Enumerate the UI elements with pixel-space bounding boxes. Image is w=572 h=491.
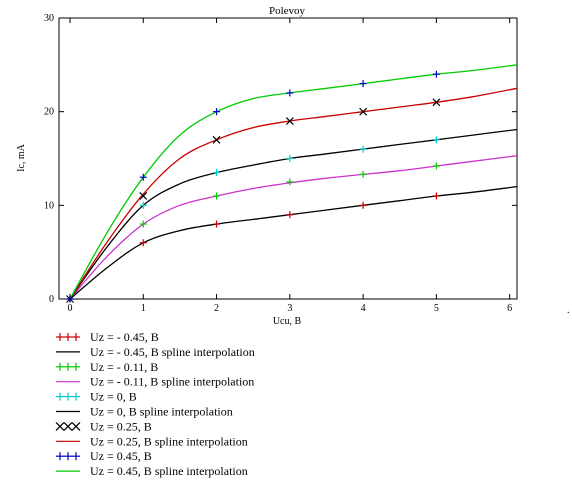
legend-label: Uz = 0.25, B bbox=[90, 419, 152, 433]
data-point bbox=[213, 192, 221, 200]
legend-label: Uz = 0.25, B spline interpolation bbox=[90, 434, 248, 448]
data-point bbox=[286, 211, 294, 219]
data-point bbox=[359, 201, 367, 209]
plus-marker bbox=[72, 362, 80, 371]
plus-marker bbox=[56, 452, 64, 461]
x-tick-label: 4 bbox=[361, 303, 366, 314]
plot-frame bbox=[58, 17, 518, 300]
series-points-6 bbox=[66, 98, 441, 303]
plus-marker bbox=[64, 333, 72, 341]
legend: Uz = - 0.45, BUz = - 0.45, B spline inte… bbox=[55, 330, 255, 478]
data-point bbox=[359, 107, 368, 116]
data-point bbox=[66, 295, 74, 303]
x-tick-label: 0 bbox=[67, 303, 72, 314]
data-point bbox=[432, 162, 440, 170]
data-point bbox=[213, 169, 221, 177]
data-point bbox=[432, 70, 440, 78]
data-point bbox=[213, 220, 221, 228]
data-point bbox=[432, 192, 440, 200]
legend-item: Uz = - 0.45, B bbox=[56, 330, 159, 344]
legend-item: Uz = 0, B bbox=[56, 390, 137, 404]
data-point bbox=[139, 201, 147, 209]
data-point bbox=[359, 170, 367, 178]
x-tick-label: 2 bbox=[214, 303, 219, 314]
legend-label: Uz = - 0.11, B bbox=[90, 360, 158, 374]
data-point bbox=[286, 155, 294, 162]
legend-item: Uz = - 0.45, B spline interpolation bbox=[56, 345, 255, 359]
data-point bbox=[285, 117, 294, 125]
legend-item: Uz = - 0.11, B spline interpolation bbox=[56, 375, 254, 389]
x-tick-label: 3 bbox=[287, 303, 292, 314]
data-point bbox=[212, 135, 221, 144]
series-points-8 bbox=[66, 70, 440, 303]
legend-item: Uz = - 0.11, B bbox=[56, 360, 158, 374]
data-point bbox=[286, 178, 294, 186]
legend-label: Uz = 0.45, B spline interpolation bbox=[90, 464, 248, 478]
y-axis-label: Ic, mA bbox=[16, 143, 27, 172]
data-point bbox=[432, 136, 440, 144]
plus-marker bbox=[56, 362, 64, 371]
legend-label: Uz = - 0.11, B spline interpolation bbox=[90, 375, 254, 389]
data-point bbox=[139, 220, 147, 228]
legend-label: Uz = 0.45, B bbox=[90, 449, 152, 463]
legend-item: Uz = 0.45, B bbox=[56, 449, 152, 463]
data-point bbox=[286, 89, 294, 97]
plus-marker bbox=[64, 362, 72, 371]
x-tick-label: 5 bbox=[434, 303, 439, 314]
y-tick-label: 20 bbox=[44, 107, 54, 118]
y-tick-label: 10 bbox=[44, 200, 54, 211]
legend-item: Uz = 0.45, B spline interpolation bbox=[56, 464, 248, 478]
y-tick-label: 0 bbox=[49, 294, 54, 305]
legend-item: Uz = 0.25, B spline interpolation bbox=[56, 434, 248, 448]
plus-marker bbox=[72, 392, 80, 401]
data-point bbox=[359, 145, 367, 153]
legend-label: Uz = 0, B spline interpolation bbox=[90, 405, 233, 419]
legend-label: Uz = - 0.45, B spline interpolation bbox=[90, 345, 255, 359]
margin-mark: . bbox=[567, 305, 570, 316]
legend-item: Uz = 0, B spline interpolation bbox=[56, 405, 233, 419]
data-point bbox=[359, 80, 367, 88]
plus-marker bbox=[72, 452, 80, 461]
data-point bbox=[139, 192, 148, 200]
plus-marker bbox=[64, 452, 72, 461]
plus-marker bbox=[64, 392, 72, 401]
y-axis: 0 10 20 30 bbox=[44, 13, 517, 305]
x-marker bbox=[71, 421, 81, 431]
x-axis-label: Ucu, B bbox=[273, 316, 302, 327]
x-tick-label: 1 bbox=[141, 303, 146, 314]
legend-label: Uz = 0, B bbox=[90, 390, 137, 404]
x-tick-label: 6 bbox=[507, 303, 512, 314]
legend-item: Uz = 0.25, B bbox=[55, 419, 152, 433]
data-point bbox=[213, 108, 221, 116]
y-tick-label: 30 bbox=[44, 13, 54, 24]
plus-marker bbox=[72, 333, 80, 341]
plus-marker bbox=[56, 392, 64, 401]
x-marker bbox=[55, 421, 65, 431]
data-point bbox=[139, 239, 147, 247]
x-marker bbox=[63, 421, 73, 431]
plus-marker bbox=[56, 333, 64, 341]
data-point bbox=[139, 173, 147, 181]
data-point bbox=[432, 98, 441, 107]
legend-label: Uz = - 0.45, B bbox=[90, 330, 159, 344]
series-layer bbox=[66, 64, 518, 303]
chart-title: Polevoy bbox=[269, 5, 306, 17]
